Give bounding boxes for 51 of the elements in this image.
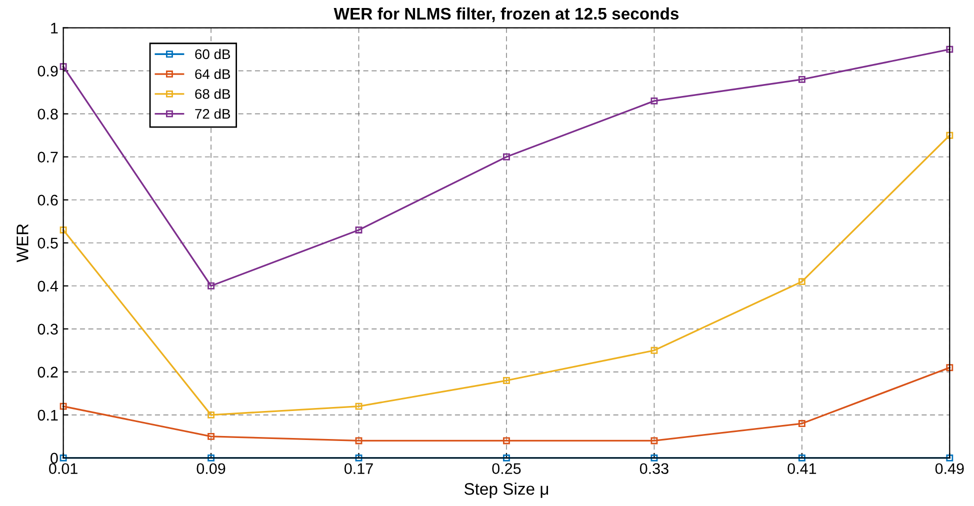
- legend-label: 64 dB: [195, 68, 230, 80]
- point: [798, 454, 806, 462]
- x-tick-label: 0.09: [196, 463, 226, 474]
- x-tick-label: 0.33: [640, 463, 668, 474]
- y-tick-label: 0.2: [38, 366, 58, 378]
- point: [650, 346, 658, 354]
- point: [208, 454, 215, 462]
- legend-label: 60 dB: [195, 48, 230, 60]
- y-tick-label: 0.1: [38, 410, 58, 421]
- point: [503, 454, 510, 462]
- y-tick-label: 0.5: [38, 238, 58, 249]
- point: [946, 364, 954, 372]
- point: [60, 63, 67, 70]
- y-tick-label: 0.8: [38, 108, 58, 120]
- point: [503, 437, 510, 444]
- x-tick-label: 0.41: [788, 463, 816, 474]
- point: [60, 226, 67, 234]
- point: [503, 153, 510, 160]
- x-axis-title: Step Size μ: [464, 482, 548, 498]
- y-axis-title: WER: [16, 224, 28, 262]
- point: [208, 432, 215, 440]
- point: [798, 278, 806, 286]
- point: [946, 132, 954, 139]
- legend-label: 72 dB: [195, 108, 230, 119]
- point: [355, 402, 362, 410]
- point: [946, 46, 954, 53]
- y-tick-label: 0.4: [38, 280, 58, 292]
- chart-title: WER for NLMS filter, frozen at 12.5 seconds: [334, 7, 679, 22]
- point: [798, 76, 806, 83]
- y-tick-label: 1: [51, 22, 58, 34]
- point: [355, 454, 362, 462]
- x-tick-label: 0.49: [935, 463, 964, 474]
- point: [650, 97, 658, 104]
- point: [208, 411, 215, 418]
- y-tick-label: 0.3: [38, 324, 58, 335]
- point: [650, 437, 658, 444]
- y-tick-label: 0: [50, 452, 58, 464]
- point: [798, 420, 806, 427]
- point: [60, 402, 67, 410]
- y-tick-label: 0.9: [38, 66, 58, 77]
- point: [503, 377, 510, 384]
- point: [355, 226, 362, 234]
- point: [208, 282, 215, 290]
- y-tick-label: 0.6: [38, 194, 58, 206]
- x-tick-label: 0.17: [344, 463, 373, 474]
- legend-label: 68 dB: [195, 88, 230, 99]
- y-tick-label: 0.7: [38, 152, 58, 163]
- point: [355, 437, 362, 444]
- x-tick-label: 0.01: [49, 463, 78, 474]
- point: [650, 454, 658, 462]
- x-tick-label: 0.25: [492, 463, 521, 474]
